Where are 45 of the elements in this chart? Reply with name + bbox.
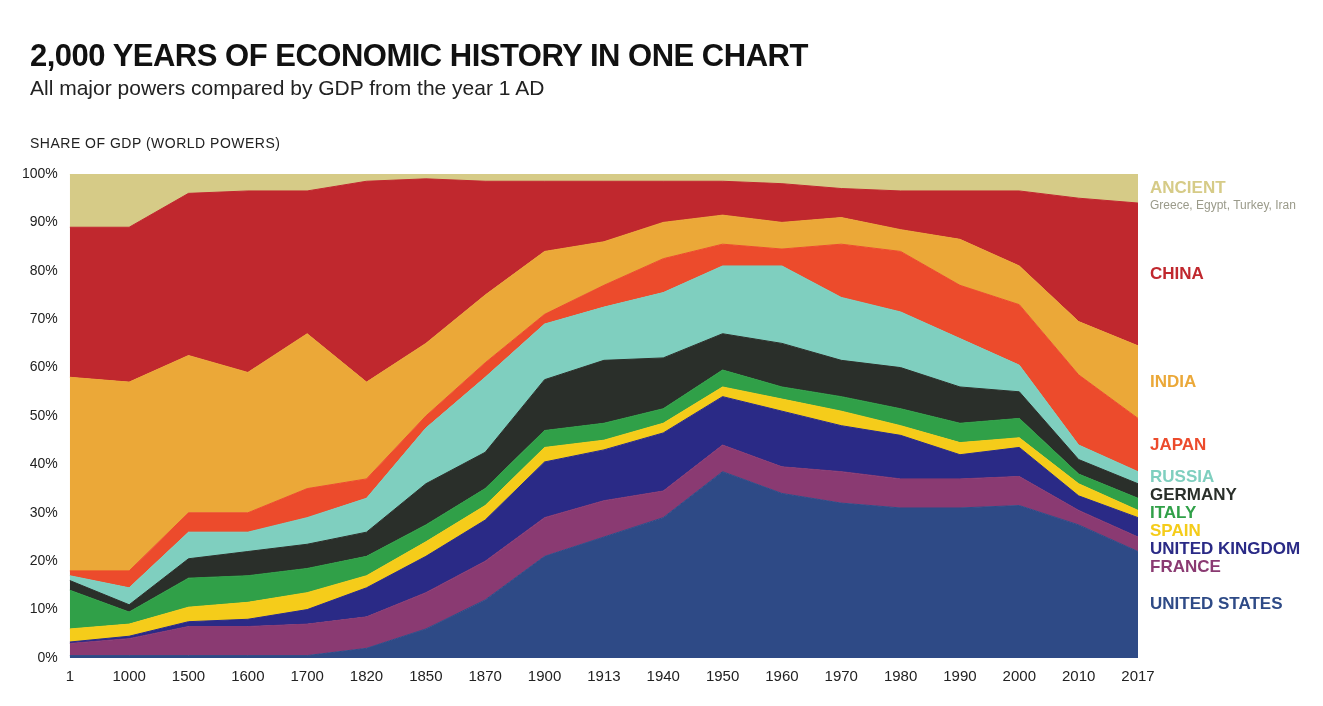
chart-title: 2,000 YEARS OF ECONOMIC HISTORY IN ONE CHART	[30, 38, 808, 74]
y-tick-label: 100%	[21, 164, 58, 181]
y-tick-label: 60%	[29, 358, 58, 375]
y-tick-label: 20%	[29, 552, 58, 569]
x-tick-label: 1900	[527, 667, 562, 685]
y-tick-label: 10%	[29, 600, 58, 617]
x-tick-label: 1000	[112, 667, 146, 685]
x-tick-label: 1950	[705, 667, 740, 685]
x-tick-label: 1960	[765, 667, 799, 685]
series-label: ITALY	[1150, 503, 1197, 523]
x-tick-label: 2017	[1121, 667, 1155, 685]
x-tick-label: 1990	[943, 667, 977, 685]
x-tick-label: 2000	[1002, 667, 1036, 685]
y-tick-label: 40%	[29, 455, 58, 472]
x-tick-label: 1700	[290, 667, 324, 685]
x-tick-label: 1600	[231, 667, 265, 685]
y-axis-title: SHARE OF GDP (WORLD POWERS)	[30, 135, 281, 151]
annotation: Greece, Egypt, Turkey, Iran	[1150, 197, 1296, 212]
x-tick-label: 2010	[1061, 667, 1096, 685]
x-tick-label: 1940	[646, 667, 680, 685]
x-tick-label: 1820	[349, 667, 384, 685]
series-label: ANCIENT	[1150, 178, 1227, 198]
y-tick-label: 30%	[29, 503, 58, 520]
x-tick-label: 1970	[824, 667, 858, 685]
x-tick-label: 1850	[409, 667, 443, 685]
x-tick-label: 1870	[468, 667, 502, 685]
series-label: FRANCE	[1150, 557, 1221, 577]
y-tick-label: 90%	[29, 213, 58, 230]
x-tick-label: 1913	[587, 667, 621, 685]
series-label: UNITED STATES	[1150, 594, 1283, 614]
chart-subtitle: All major powers compared by GDP from the year 1 AD	[30, 76, 545, 100]
y-tick-label: 80%	[29, 261, 58, 278]
y-tick-label: 70%	[29, 310, 58, 327]
y-tick-label: 0%	[37, 648, 58, 665]
y-tick-label: 50%	[29, 406, 58, 423]
series-label: CHINA	[1150, 264, 1204, 284]
series-label: UNITED KINGDOM	[1150, 539, 1301, 559]
series-label: SPAIN	[1150, 521, 1201, 541]
series-label: RUSSIA	[1150, 467, 1215, 487]
x-tick-label: 1500	[171, 667, 206, 685]
x-tick-label: 1980	[883, 667, 918, 685]
series-label: JAPAN	[1150, 434, 1207, 454]
series-label: INDIA	[1150, 371, 1197, 391]
x-tick-label: 1	[65, 667, 74, 685]
series-label: GERMANY	[1150, 485, 1238, 505]
